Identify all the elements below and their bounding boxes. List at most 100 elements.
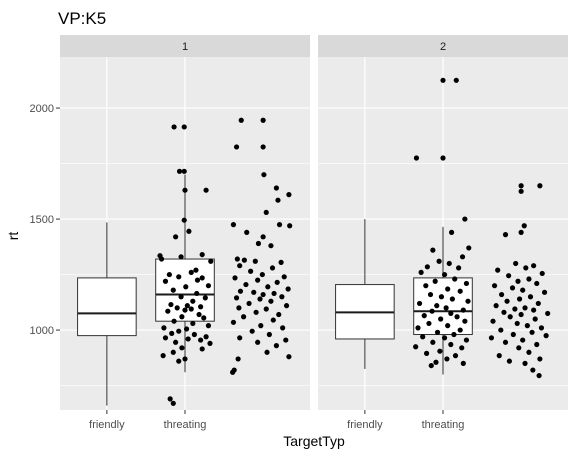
data-point (265, 284, 271, 290)
data-point (165, 308, 171, 314)
data-point (162, 335, 169, 341)
data-point (459, 254, 466, 260)
data-point (530, 367, 536, 373)
data-point (237, 288, 244, 294)
facet-strip (60, 35, 310, 57)
data-point (498, 291, 505, 298)
data-point (418, 269, 424, 275)
data-point (493, 303, 499, 309)
data-point (529, 329, 535, 335)
data-point (260, 144, 266, 150)
data-point (233, 295, 240, 301)
data-point (516, 296, 523, 302)
data-point (162, 278, 169, 284)
data-point (502, 232, 509, 238)
data-point (260, 234, 266, 240)
data-point (460, 360, 466, 366)
data-point (202, 295, 208, 301)
data-point (179, 314, 185, 320)
data-point (518, 229, 524, 235)
data-point (462, 216, 468, 222)
data-point (235, 356, 241, 362)
data-point (415, 325, 421, 331)
data-point (501, 309, 507, 315)
x-axis-title: TargetTyp (283, 433, 345, 449)
x-tick-label-friendly: friendly (347, 419, 383, 431)
data-point (176, 274, 182, 280)
data-point (441, 271, 448, 278)
data-point (541, 289, 548, 295)
data-point (276, 311, 282, 318)
data-point (280, 325, 286, 331)
data-point (260, 291, 266, 298)
data-point (208, 258, 214, 264)
data-point (263, 209, 269, 216)
data-point (444, 356, 450, 362)
data-point (526, 276, 532, 282)
data-point (166, 271, 172, 278)
data-point (451, 331, 457, 338)
data-point (273, 185, 280, 191)
data-point (504, 298, 510, 304)
data-point (255, 277, 261, 283)
data-point (440, 155, 446, 161)
data-point (279, 294, 285, 300)
data-point (194, 277, 201, 283)
data-point (524, 323, 530, 329)
data-point (413, 344, 419, 350)
data-point (514, 320, 520, 327)
data-point (203, 334, 209, 340)
data-point (181, 168, 187, 174)
data-point (286, 192, 292, 198)
data-point (523, 265, 529, 271)
facet-panel-1: 1 friendly threating (60, 35, 310, 431)
chart-title: VP:K5 (58, 9, 106, 28)
data-point (420, 334, 426, 340)
data-point (269, 265, 276, 271)
data-point (424, 264, 430, 270)
data-point (545, 310, 551, 317)
data-point (283, 337, 289, 343)
data-point (421, 313, 427, 319)
data-point (510, 331, 516, 338)
data-point (515, 278, 521, 284)
data-point (249, 328, 255, 334)
data-point (285, 286, 291, 292)
data-point (454, 314, 460, 320)
data-point (449, 296, 455, 302)
y-tick-label: 1000 (30, 325, 54, 337)
data-point (507, 314, 513, 320)
data-point (430, 339, 436, 345)
data-point (185, 336, 191, 342)
iqr-box (77, 277, 137, 337)
data-point (230, 369, 236, 375)
data-point (457, 288, 463, 294)
data-point (257, 296, 263, 302)
data-point (259, 271, 265, 278)
data-point (283, 303, 290, 309)
data-point (171, 318, 177, 324)
y-tick-label: 2000 (30, 103, 54, 115)
data-point (176, 168, 183, 174)
data-point (513, 260, 519, 267)
data-point (430, 247, 436, 253)
data-point (188, 306, 194, 312)
data-point (465, 298, 471, 304)
data-point (233, 144, 240, 150)
data-point (178, 254, 184, 260)
facet-strip (318, 35, 568, 57)
data-point (448, 341, 454, 348)
data-point (534, 280, 540, 287)
data-point (178, 294, 184, 300)
data-point (199, 346, 205, 352)
data-point (201, 315, 207, 321)
y-tick-label: 1500 (30, 214, 54, 226)
data-point (263, 306, 269, 312)
y-axis: 1000 1500 2000 (30, 103, 60, 337)
data-point (539, 270, 545, 277)
data-point (160, 353, 166, 359)
data-point (537, 356, 543, 362)
facet-panel-2: 2 friendly threating (318, 35, 568, 431)
data-point (170, 400, 176, 406)
